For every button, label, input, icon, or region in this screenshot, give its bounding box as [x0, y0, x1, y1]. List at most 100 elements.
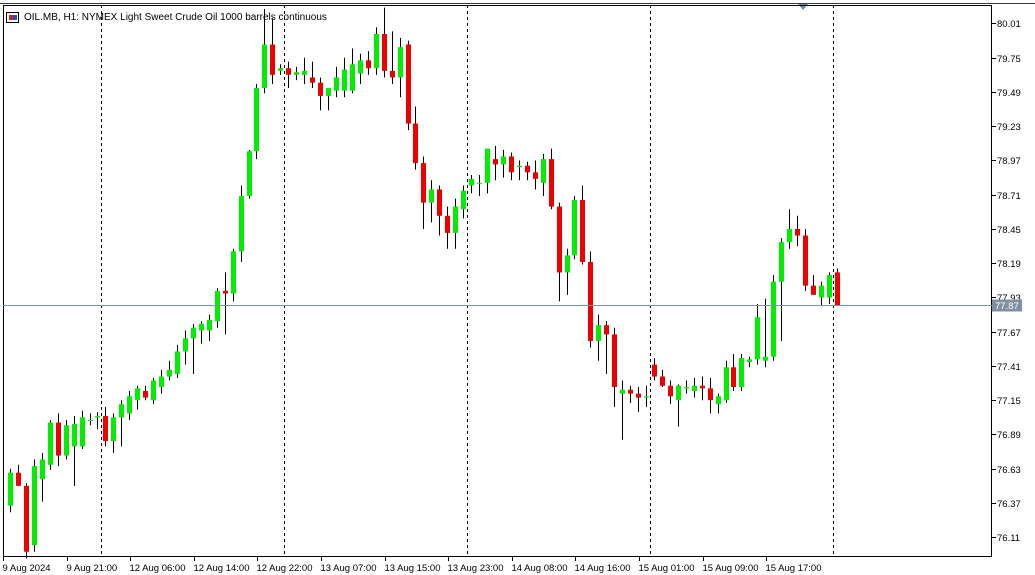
candle-body — [151, 380, 156, 401]
x-tick-label: 12 Aug 14:00 — [194, 563, 250, 574]
x-tick-label: 9 Aug 2024 — [3, 563, 51, 574]
candle-body — [692, 385, 697, 392]
candle-body — [16, 472, 21, 486]
candle-body — [596, 325, 601, 341]
candle-body — [485, 148, 490, 183]
candle-body — [56, 422, 61, 456]
candle-body — [580, 199, 585, 262]
candle-body — [286, 68, 291, 75]
candle-body — [716, 396, 721, 405]
candle-body — [549, 159, 554, 207]
x-tick-label: 15 Aug 01:00 — [639, 563, 695, 574]
candle-body — [80, 417, 85, 447]
y-tick-label: 76.37 — [997, 499, 1021, 510]
x-tick-label: 13 Aug 15:00 — [385, 563, 441, 574]
candle-body — [668, 385, 673, 397]
candle-body — [541, 159, 546, 183]
candle-body — [588, 261, 593, 341]
candle-body — [437, 189, 442, 216]
candle-body — [628, 389, 633, 394]
x-tick-label: 9 Aug 21:00 — [67, 563, 118, 574]
x-tick-label: 15 Aug 17:00 — [766, 563, 822, 574]
last-price-label-bg — [992, 299, 1022, 312]
candle-body — [739, 358, 744, 388]
candle-body — [382, 33, 387, 71]
y-tick-label: 79.75 — [997, 54, 1021, 65]
candle-body — [445, 215, 450, 233]
candle-body — [167, 369, 172, 377]
y-tick-label: 78.45 — [997, 225, 1021, 236]
chart-header: OIL.MB, H1: NYMEX Light Sweet Crude Oil … — [6, 10, 327, 24]
candle-body — [811, 285, 816, 295]
candle-body — [636, 393, 641, 398]
candle-body — [183, 338, 188, 352]
candle-body — [477, 182, 482, 184]
window-top-border — [0, 3, 1035, 4]
candle-body — [795, 228, 800, 236]
candle-body — [779, 242, 784, 282]
candle-body — [302, 70, 307, 75]
candle-body — [453, 206, 458, 233]
candle-body — [747, 359, 752, 363]
x-tick-label: 14 Aug 08:00 — [512, 563, 568, 574]
candle-body — [493, 159, 498, 165]
candle-body — [215, 290, 220, 322]
candle-body — [676, 385, 681, 401]
candle-body — [652, 364, 657, 377]
candle-body — [827, 275, 832, 298]
y-tick-label: 77.41 — [997, 362, 1021, 373]
candle-body — [48, 422, 53, 465]
last-price-label: 77.87 — [995, 301, 1019, 312]
candle-body — [469, 178, 474, 186]
candle-body — [413, 123, 418, 164]
candle-body — [119, 404, 124, 418]
candle-body — [390, 70, 395, 78]
candle-body — [819, 285, 824, 298]
y-tick-label: 77.93 — [997, 293, 1021, 304]
candle-body — [207, 319, 212, 331]
candle-body — [604, 325, 609, 335]
candle-body — [24, 485, 29, 552]
candle-body — [294, 72, 299, 75]
candle-body — [88, 419, 93, 421]
plot-area[interactable] — [3, 5, 992, 557]
candle-body — [684, 387, 689, 389]
chart-title: OIL.MB, H1: NYMEX Light Sweet Crude Oil … — [24, 11, 327, 23]
candle-body — [366, 60, 371, 69]
candle-body — [398, 47, 403, 78]
candle-body — [40, 459, 45, 480]
y-tick-label: 78.19 — [997, 259, 1021, 270]
candle-body — [557, 206, 562, 273]
candle-body — [787, 228, 792, 243]
candle-body — [406, 44, 411, 124]
x-tick-label: 13 Aug 23:00 — [448, 563, 504, 574]
x-tick-label: 15 Aug 09:00 — [703, 563, 759, 574]
candle-body — [835, 272, 840, 306]
y-tick-label: 76.11 — [997, 533, 1020, 544]
y-tick-label: 78.71 — [997, 191, 1021, 202]
x-tick-label: 14 Aug 16:00 — [575, 563, 631, 574]
candle-body — [270, 44, 275, 75]
candle-body — [755, 317, 760, 360]
candle-body — [700, 385, 705, 389]
candle-body — [612, 334, 617, 388]
chart-shift-marker[interactable] — [798, 4, 808, 10]
candle-body — [358, 60, 363, 74]
y-tick-label: 77.15 — [997, 396, 1021, 407]
candle-body — [32, 466, 37, 546]
candle-body — [803, 235, 808, 286]
candle-body — [660, 376, 665, 386]
candle-body — [175, 351, 180, 374]
y-tick-label: 79.49 — [997, 88, 1021, 99]
candle-body — [247, 151, 252, 197]
candle-body — [525, 165, 530, 173]
candle-body — [565, 255, 570, 273]
candle-body — [191, 327, 196, 339]
candle-body — [64, 425, 69, 456]
candle-body — [620, 389, 625, 394]
candle-body — [708, 388, 713, 401]
candle-body — [135, 388, 140, 401]
candle-body — [350, 64, 355, 91]
